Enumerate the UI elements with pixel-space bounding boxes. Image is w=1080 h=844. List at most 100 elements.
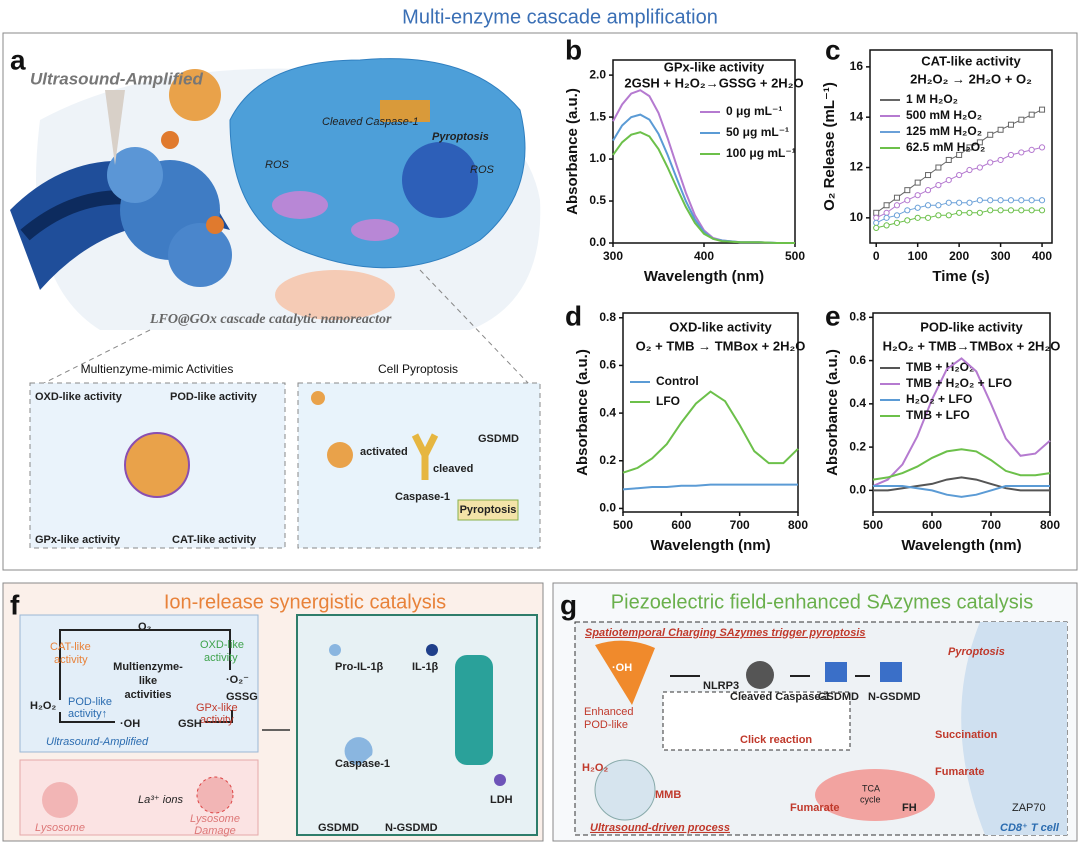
n-gsdmd-label: N-GSDMD [868,691,921,703]
legend-label: 0 μg mL⁻¹ [726,104,782,118]
data-point [987,131,994,138]
data-point [956,171,963,179]
data-point [987,207,994,214]
panel-label: b [565,34,582,65]
superoxide-label: ·O₂⁻ [226,674,249,686]
cycle-arrows [59,629,233,723]
data-point [1018,197,1025,204]
ldh-label: LDH [490,794,513,806]
n-gsdmd-label: N-GSDMD [385,822,438,834]
data-point [945,212,952,219]
data-point [914,179,921,186]
mitochondrion [815,769,935,821]
il-icon [426,644,438,656]
caspase-icon [411,433,439,480]
y-tick-label: 16 [850,59,864,73]
click-box [662,691,851,751]
data-line [622,483,798,491]
nanoparticle [311,391,325,405]
section-title: Ion-release synergistic catalysis [164,591,446,613]
nanoreactor [594,759,656,821]
cleaved-label: Cleaved Caspase-1 [730,691,830,703]
pro-il-icon [329,644,341,656]
y-tick-label: 0.8 [599,310,616,324]
enhanced-label: Enhanced [584,706,634,718]
data-point [893,202,901,209]
y-tick-label: 0.6 [849,353,866,367]
oxd-label: OXD-like activity [35,391,123,403]
data-point [966,166,973,174]
panel-label: d [565,300,582,331]
data-point [1039,106,1046,113]
cat-label: CAT-like [50,641,91,653]
data-point [883,214,890,221]
section-frame [2,32,1078,571]
legend-label: 125 mM H₂O₂ [906,124,982,138]
y-tick-label: 0.4 [849,396,866,410]
data-point [976,197,983,204]
panel-label: g [560,589,577,620]
chart-title: OXD-like activity [669,319,772,334]
data-point [987,197,994,204]
data-point [1018,207,1025,214]
gssg-label: GSSG [226,691,258,703]
data-point [893,194,900,201]
data-line [873,485,1050,498]
data-point [956,199,963,206]
y-axis-label: O₂ Release (mL⁻¹) [821,82,838,211]
data-point [945,156,952,163]
x-tick-label: 800 [1040,518,1060,532]
ultrasound-cone [105,90,125,165]
data-point [997,126,1004,133]
x-tick-label: 100 [908,249,928,263]
pyroptosis-label: Pyroptosis [432,131,489,143]
x-tick-label: 600 [922,518,942,532]
damage-label: Damage [194,825,236,837]
gsdmd-icon [825,662,847,682]
oh-label: ·OH [120,718,140,730]
legend-label: TMB + H₂O₂ [906,360,974,374]
data-point [987,159,994,166]
data-line [875,146,1043,219]
data-point [997,197,1004,204]
x-axis-label: Wavelength (nm) [644,268,764,285]
data-point [1018,116,1025,123]
data-point [1038,144,1046,151]
data-line [873,476,1050,492]
y-tick-label: 0.6 [599,358,616,372]
caspase-icon [746,661,774,689]
legend-label: H₂O₂ + LFO [906,392,972,406]
x-tick-label: 800 [788,518,808,532]
panel-g: g Piezoelectric field-enhanced SAzymes c… [552,582,1078,842]
gpx-label: GPx-like activity [35,534,121,546]
chart-title: POD-like activity [920,319,1023,334]
pyroptosis-label: Pyroptosis [948,646,1005,658]
y-tick-label: 0.8 [849,309,866,323]
h2o2-label: H₂O₂ [582,762,608,774]
ros-label: ROS [265,159,290,171]
y-axis-label: Absorbance (a.u.) [564,88,581,215]
ultrasound-label: Ultrasound-Amplified [30,69,203,88]
activated-label: activated [360,446,408,458]
y-tick-label: 12 [850,160,864,174]
chart-subtitle: 2GSH + H₂O₂→GSSG + 2H₂O [624,75,803,90]
x-tick-label: 500 [785,249,805,263]
data-point [1007,121,1014,128]
data-point [925,172,932,179]
caspase-label: Caspase-1 [395,491,450,503]
center-label: activities [124,689,171,701]
panel-label: a [10,44,26,75]
fumarate-label: Fumarate [935,766,985,778]
data-point [893,219,901,226]
gpx-label: GPx-like [196,702,238,714]
data-point [883,209,890,216]
cat-label: activity [54,654,88,666]
data-line [612,131,795,244]
data-point [873,219,880,226]
oh-label: ·OH [612,662,632,674]
tca-label: cycle [860,794,881,804]
data-point [924,214,932,221]
y-tick-label: 0.2 [849,439,866,453]
data-point [904,187,911,194]
